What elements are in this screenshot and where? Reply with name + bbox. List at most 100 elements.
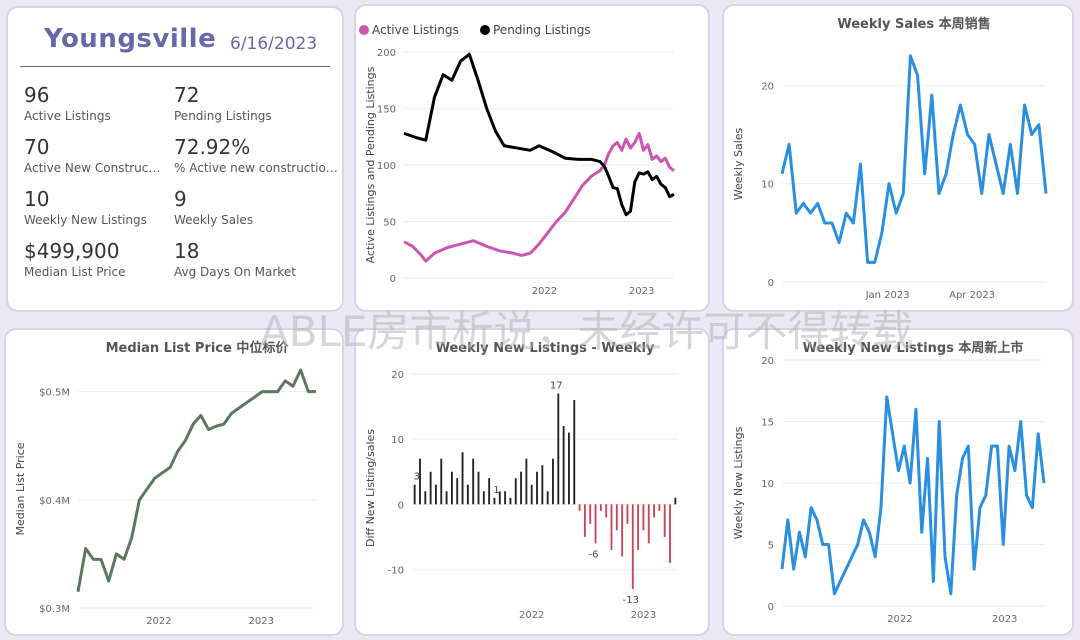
weekly-sales-chart: Weekly Sales 本周销售 0 10 20 Jan 2023 Apr 2023 We… <box>732 16 1048 301</box>
x-tick-label: Apr 2023 <box>949 290 995 301</box>
y-axis-label: Weekly New Listings <box>732 426 745 539</box>
legend-label-1: Pending Listings <box>493 23 591 37</box>
series-line-0 <box>76 368 316 593</box>
kpi-label: % Active new constructions <box>174 161 339 175</box>
bar <box>530 484 533 505</box>
bar <box>450 471 453 505</box>
diff-listings-chart: Weekly New Listings - Weekly -10 0 10 20 2022… <box>364 341 678 621</box>
x-tick-label: 2022 <box>519 610 544 621</box>
data-label: -6 <box>589 549 599 560</box>
bar <box>578 504 581 511</box>
median-price-chart: Median List Price 中位标价 $0.3M $0.4M $0.5M 202… <box>14 340 316 627</box>
bar <box>637 504 640 550</box>
y-axis-label: Median List Price <box>14 442 27 535</box>
bar <box>456 478 459 505</box>
y-tick-label: 150 <box>377 105 396 116</box>
data-label: -13 <box>623 595 639 606</box>
bar <box>653 504 655 518</box>
y-tick-label: -10 <box>388 565 404 576</box>
kpi-value: 72 <box>174 83 200 107</box>
bar <box>488 478 491 505</box>
kpi-label: Active Listings <box>24 109 111 123</box>
bar <box>520 471 522 505</box>
legend-label-0: Active Listings <box>372 23 459 37</box>
kpi-label: Avg Days On Market <box>174 265 296 279</box>
x-tick-label: Jan 2023 <box>865 290 910 301</box>
x-tick-label: 2022 <box>887 614 912 625</box>
bar <box>663 504 666 537</box>
kpi-value: 72.92% <box>174 135 251 159</box>
bar <box>435 484 437 505</box>
kpi-value: 96 <box>24 83 50 107</box>
y-axis-label: Active Listings and Pending Listings <box>364 66 377 263</box>
bar <box>647 504 650 544</box>
y-axis-label: Diff New Listing/sales <box>364 429 377 547</box>
series-line-0 <box>403 131 675 263</box>
y-tick-label: 10 <box>391 435 404 446</box>
kpi-active-new-construction: 70 Active New Constructi... <box>24 136 164 175</box>
kpi-label: Median List Price <box>24 265 126 279</box>
diff-listings-chart-card: Weekly New Listings - Weekly -10 0 10 20 2022… <box>354 328 710 636</box>
x-tick-label: 2023 <box>631 610 656 621</box>
y-tick-label: 50 <box>383 218 396 229</box>
bar <box>429 471 432 505</box>
y-tick-label: 20 <box>761 81 774 92</box>
bar <box>589 504 592 524</box>
bar <box>536 471 538 505</box>
report-date: 6/16/2023 <box>230 34 318 54</box>
data-label: 1 <box>493 485 499 496</box>
y-tick-label: 0 <box>768 278 774 289</box>
bar <box>440 458 443 505</box>
kpi-avg-days-on-market: 18 Avg Days On Market <box>174 240 314 279</box>
bar <box>419 458 421 505</box>
kpi-label: Pending Listings <box>174 109 272 123</box>
y-tick-label: 0 <box>390 274 396 285</box>
kpi-card: Youngsville 6/16/2023 96 Active Listings … <box>6 6 344 312</box>
bar <box>541 465 544 505</box>
bar <box>621 504 624 557</box>
chart-title: Weekly Sales 本周销售 <box>837 16 990 32</box>
weekly-new-listings-chart-card: Weekly New Listings 本周新上市 0 5 10 15 20 2022 202… <box>722 328 1074 636</box>
bar <box>445 491 448 505</box>
bar <box>605 504 608 518</box>
legend-marker-1 <box>480 25 490 35</box>
bar <box>599 504 602 511</box>
bar <box>525 458 528 505</box>
bar <box>594 504 597 544</box>
y-axis-label: Weekly Sales <box>732 127 745 200</box>
bar <box>557 393 560 505</box>
bar <box>568 432 570 505</box>
bar <box>573 400 576 505</box>
bar <box>498 491 501 505</box>
kpi-value: 18 <box>174 239 200 263</box>
bar <box>504 491 507 505</box>
bar <box>626 504 629 524</box>
kpi-label: Weekly Sales <box>174 213 254 227</box>
y-tick-label: 10 <box>761 180 774 191</box>
bar <box>546 491 549 505</box>
series-line-0 <box>780 54 1048 264</box>
series-line-0 <box>780 395 1046 596</box>
bar <box>642 504 645 531</box>
kpi-weekly-new-listings: 10 Weekly New Listings <box>24 188 164 227</box>
y-tick-label: $0.4M <box>39 496 70 507</box>
chart-title: Weekly New Listings 本周新上市 <box>803 340 1024 356</box>
city-title: Youngsville <box>44 24 217 54</box>
bar <box>669 504 671 563</box>
bar <box>562 426 565 505</box>
listings-chart: 0 50 100 150 200 2022 2023 Active Listings and … <box>359 23 675 297</box>
series-line-1 <box>403 52 675 217</box>
y-tick-label: $0.3M <box>39 604 70 615</box>
kpi-median-list-price: $499,900 Median List Price <box>24 240 164 279</box>
median-price-chart-card: Median List Price 中位标价 $0.3M $0.4M $0.5M 202… <box>4 328 344 636</box>
chart-title: Median List Price 中位标价 <box>106 340 290 356</box>
bar <box>514 478 517 505</box>
bar <box>552 458 554 505</box>
bar <box>493 497 496 505</box>
bar <box>658 504 661 511</box>
bar <box>509 497 512 505</box>
weekly-new-listings-chart: Weekly New Listings 本周新上市 0 5 10 15 20 2022 202… <box>732 340 1046 625</box>
kpi-value: 70 <box>24 135 50 159</box>
x-tick-label: 2022 <box>146 616 171 627</box>
bar <box>472 458 475 505</box>
